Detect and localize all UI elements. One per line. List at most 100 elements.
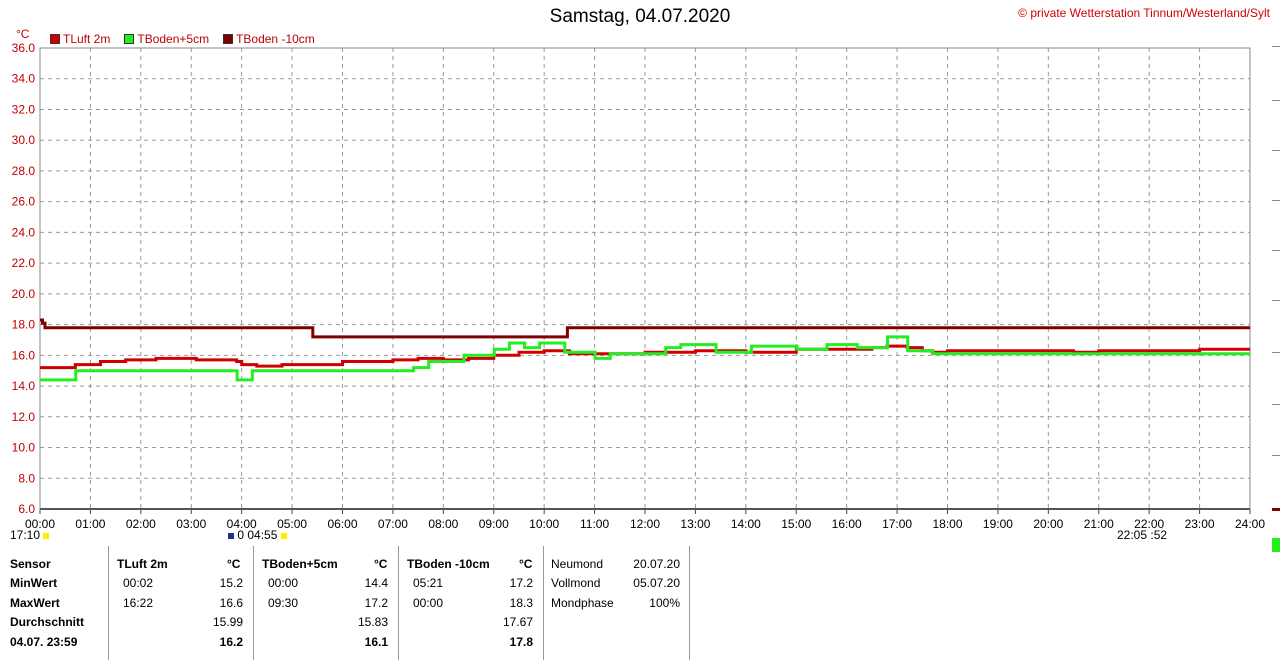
- tluft-max-time: 16:22: [123, 596, 154, 610]
- sunrise-time: 17:10: [10, 528, 50, 542]
- x-tick-label: 09:00: [479, 517, 509, 531]
- stats-label-current: 04.07. 23:59: [10, 635, 78, 649]
- x-tick-label: 11:00: [580, 517, 609, 531]
- plot-area: [40, 48, 1250, 509]
- tboden10-max: 18.3: [509, 596, 533, 610]
- stats-header-tboden10: TBoden -10cm: [407, 557, 490, 571]
- y-tick-label: 22.0: [12, 256, 36, 270]
- y-tick-label: 32.0: [12, 102, 36, 116]
- x-tick-label: 21:00: [1084, 517, 1114, 531]
- x-tick-label: 07:00: [378, 517, 408, 531]
- tluft-min-time: 00:02: [123, 576, 154, 590]
- x-tick-label: 14:00: [731, 517, 761, 531]
- tboden10-min: 17.2: [509, 576, 533, 590]
- x-tick-label: 19:00: [983, 517, 1013, 531]
- tboden5-max-time: 09:30: [268, 596, 299, 610]
- tluft-current: 16.2: [219, 635, 243, 649]
- moon-marker-icon: [228, 532, 234, 539]
- x-tick-label: 02:00: [126, 517, 156, 531]
- y-tick-label: 28.0: [12, 164, 36, 178]
- tluft-avg: 15.99: [212, 615, 243, 629]
- legend-item-tboden5: TBoden+5cm: [124, 32, 209, 46]
- stats-table: Sensor MinWert MaxWert Durchschnitt 04.0…: [0, 546, 1280, 662]
- x-tick-label: 13:00: [680, 517, 710, 531]
- moon-label-full: Vollmond: [551, 576, 601, 590]
- legend-swatch-tboden5: [124, 34, 135, 44]
- moon-value-full: 05.07.20: [633, 576, 680, 590]
- stats-unit-tboden10: °C: [519, 557, 533, 571]
- moon-value-phase: 100%: [649, 596, 680, 610]
- legend-swatch-tboden10: [223, 34, 234, 44]
- legend-swatch-tluft: [50, 34, 60, 44]
- x-tick-label: 23:00: [1185, 517, 1215, 531]
- x-tick-label: 20:00: [1033, 517, 1063, 531]
- tboden5-current: 16.1: [364, 635, 388, 649]
- y-tick-label: 14.0: [12, 379, 36, 393]
- y-tick-label: 36.0: [12, 41, 36, 55]
- copyright-note: © private Wetterstation Tinnum/Westerlan…: [1018, 6, 1270, 20]
- stats-col-sensor: Sensor MinWert MaxWert Durchschnitt 04.0…: [0, 546, 109, 660]
- tboden10-current: 17.8: [509, 635, 533, 649]
- stats-label-min: MinWert: [10, 576, 58, 590]
- x-tick-label: 12:00: [630, 517, 660, 531]
- sun-marker-icon-2: [280, 532, 287, 539]
- x-tick-label: 17:00: [882, 517, 912, 531]
- tluft-min: 15.2: [219, 576, 243, 590]
- x-tick-label: 15:00: [781, 517, 811, 531]
- y-tick-label: 34.0: [12, 72, 36, 86]
- chart-title: Samstag, 04.07.2020: [549, 6, 731, 27]
- stats-col-tboden5: TBoden+5cm °C 00:00 14.4 09:30 17.2 15.8…: [254, 546, 399, 660]
- stats-label-max: MaxWert: [10, 596, 60, 610]
- legend-label-tluft: TLuft 2m: [63, 32, 111, 46]
- x-tick-label: 03:00: [176, 517, 206, 531]
- y-tick-label: 12.0: [12, 410, 36, 424]
- y-axis-unit: °C: [16, 27, 30, 41]
- sun-marker-icon: [43, 532, 50, 539]
- tboden5-max: 17.2: [364, 596, 388, 610]
- x-tick-label: 04:00: [227, 517, 257, 531]
- legend-label-tboden5: TBoden+5cm: [137, 32, 210, 46]
- tboden5-min: 14.4: [364, 576, 388, 590]
- stats-label-avg: Durchschnitt: [10, 615, 85, 629]
- tboden10-max-time: 00:00: [413, 596, 444, 610]
- legend-label-tboden10: TBoden -10cm: [236, 32, 315, 46]
- tboden10-avg: 17.67: [502, 615, 533, 629]
- stats-col-moon: Neumond 20.07.20 Vollmond 05.07.20 Mondp…: [544, 546, 690, 660]
- legend: TLuft 2m TBoden+5cm TBoden -10cm: [50, 32, 315, 46]
- moon-label-phase: Mondphase: [551, 596, 614, 610]
- y-tick-label: 16.0: [12, 348, 36, 362]
- stats-header-tboden5: TBoden+5cm: [262, 557, 338, 571]
- stats-header-tluft: TLuft 2m: [117, 557, 168, 571]
- stats-col-tboden10: TBoden -10cm °C 05:21 17.2 00:00 18.3 17…: [399, 546, 544, 660]
- x-tick-label: 00:00: [25, 517, 55, 531]
- sunset-time: :52: [1150, 528, 1168, 542]
- x-tick-label: 18:00: [932, 517, 962, 531]
- y-tick-label: 30.0: [12, 133, 36, 147]
- moon-label-new: Neumond: [551, 557, 604, 571]
- stats-col-tluft: TLuft 2m °C 00:02 15.2 16:22 16.6 15.99 …: [109, 546, 254, 660]
- y-tick-label: 8.0: [18, 471, 35, 485]
- stats-unit-tboden5: °C: [374, 557, 388, 571]
- stats-header-sensor: Sensor: [10, 557, 51, 571]
- y-tick-label: 20.0: [12, 287, 36, 301]
- series-line-2: [40, 318, 1250, 339]
- x-tick-label: 01:00: [75, 517, 105, 531]
- moonrise-time: 22:05 :52: [1117, 528, 1168, 542]
- stats-unit-tluft: °C: [227, 557, 241, 571]
- tboden5-avg: 15.83: [357, 615, 388, 629]
- tluft-max: 16.6: [219, 596, 243, 610]
- tboden5-min-time: 00:00: [268, 576, 299, 590]
- y-tick-label: 10.0: [12, 441, 36, 455]
- series-line-1: [40, 335, 1250, 382]
- x-tick-label: 10:00: [529, 517, 559, 531]
- x-tick-label: 24:00: [1235, 517, 1265, 531]
- tboden10-min-time: 05:21: [413, 576, 444, 590]
- x-tick-label: 08:00: [428, 517, 458, 531]
- y-tick-label: 24.0: [12, 225, 36, 239]
- legend-item-tluft: TLuft 2m: [50, 32, 110, 46]
- x-tick-label: 05:00: [277, 517, 307, 531]
- x-tick-label: 22:00: [1134, 517, 1164, 531]
- y-tick-label: 18.0: [12, 318, 36, 332]
- y-tick-label: 6.0: [18, 502, 35, 516]
- moonset-time: 0 04:55: [228, 528, 287, 542]
